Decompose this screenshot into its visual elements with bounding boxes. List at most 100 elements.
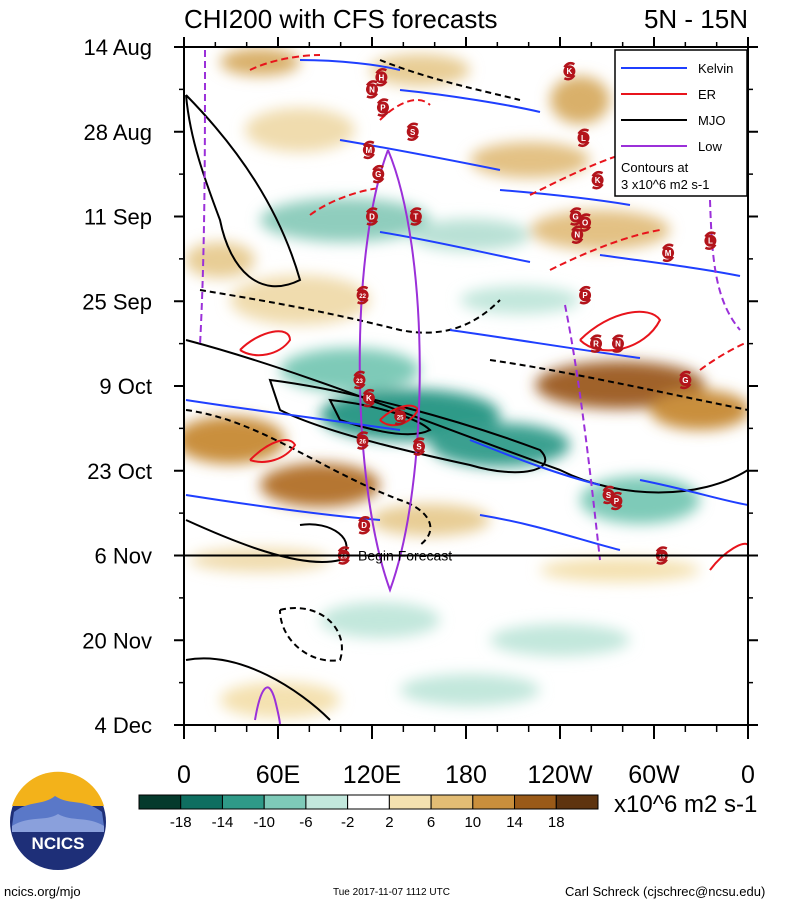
x-axis: 0 60E 120E 180 120W 60W 0: [177, 37, 755, 789]
storm-marker-label: D: [361, 521, 367, 530]
colorbar-tick-label: -14: [212, 814, 234, 831]
storm-marker: T: [409, 207, 422, 226]
colorbar-tick-label: -18: [170, 814, 192, 831]
colorbar-tick-label: -6: [299, 814, 312, 831]
kelvin-contour: [469, 439, 601, 486]
storm-marker-label: P: [380, 104, 386, 113]
y-tick-label: 4 Dec: [95, 713, 152, 738]
er-contour: [579, 310, 662, 352]
x-tick-label: 180: [445, 761, 487, 789]
kelvin-contour: [339, 139, 501, 171]
shade-blob: [260, 463, 380, 507]
kelvin-contour: [599, 254, 741, 277]
shade-blob: [220, 48, 300, 76]
storm-marker: S: [412, 437, 426, 456]
low-contours: [199, 49, 741, 725]
storm-marker: 25: [394, 407, 407, 426]
kelvin-contour: [185, 494, 381, 521]
storm-marker-label: M: [366, 146, 373, 155]
colorbar-swatch: [263, 794, 307, 810]
mjo-contour: [379, 59, 521, 101]
er-contour: [699, 341, 748, 371]
storm-marker-label: S: [606, 491, 612, 500]
mjo-contour: [489, 359, 748, 411]
legend-label: ER: [698, 87, 716, 102]
storm-marker: N: [571, 225, 584, 244]
shade-blob: [245, 108, 355, 152]
legend-label: MJO: [698, 113, 725, 128]
colorbar-swatch: [347, 794, 390, 810]
chart-region: 5N - 15N: [644, 4, 748, 34]
storm-marker-label: M: [665, 249, 672, 258]
shade-blob: [400, 674, 540, 706]
footer-right: Carl Schreck (cjschrec@ncsu.edu): [565, 884, 766, 899]
y-tick-label: 20 Nov: [82, 628, 152, 653]
storm-marker-label: 29: [340, 555, 347, 561]
storm-marker-label: 23: [356, 379, 363, 385]
shade-blob: [460, 286, 580, 314]
shade-blob: [410, 219, 530, 251]
storm-marker-label: N: [574, 231, 580, 240]
colorbar-swatch: [430, 794, 474, 810]
storm-marker: M: [662, 243, 675, 263]
storm-marker-label: S: [416, 443, 422, 452]
storm-marker-label: 22: [359, 294, 366, 300]
storm-marker: M: [362, 140, 375, 160]
mjo-contour: [185, 657, 331, 721]
shade-blob: [320, 602, 440, 638]
x-tick-label: 0: [177, 761, 191, 789]
kelvin-contour: [499, 189, 631, 206]
shade-blob: [184, 416, 285, 464]
legend-label: Low: [698, 139, 722, 154]
legend: Kelvin ER MJO Low Contours at 3 x10^6 m2 s-…: [614, 49, 748, 197]
storm-marker: L: [704, 231, 717, 250]
storm-marker: 22: [356, 285, 369, 305]
y-tick-label: 25 Sep: [82, 289, 152, 314]
er-contour: [709, 542, 748, 571]
colorbar: -18 -14 -10 -6 -2 2 6 10 14 18: [138, 794, 599, 831]
mjo-contour: [185, 519, 348, 563]
storm-marker-label: G: [375, 170, 381, 179]
colorbar-tick-label: 10: [464, 814, 481, 831]
low-contour: [254, 686, 281, 725]
y-tick-label: 6 Nov: [95, 544, 152, 569]
x-tick-label: 0: [741, 761, 755, 789]
shade-blob: [470, 142, 590, 178]
storm-marker: P: [610, 491, 623, 511]
colorbar-swatch: [138, 794, 182, 810]
colorbar-swatch: [472, 794, 516, 810]
storm-marker: P: [376, 98, 390, 117]
storm-marker-label: R: [593, 340, 599, 349]
storm-marker-label: S: [410, 128, 416, 137]
storm-marker: G: [679, 370, 692, 390]
legend-entry: MJO: [621, 113, 725, 128]
er-contour: [309, 187, 381, 216]
shade-blob: [220, 682, 340, 718]
kelvin-contour: [185, 399, 401, 431]
er-contour: [549, 229, 661, 271]
shade-blob: [540, 558, 700, 582]
shade-blob: [550, 76, 610, 124]
er-contour: [249, 439, 297, 463]
storm-marker: D: [365, 207, 379, 226]
storm-marker-label: 26: [359, 439, 366, 445]
logo-text: NCICS: [32, 834, 85, 853]
kelvin-contour: [299, 59, 401, 71]
storm-marker: P: [579, 285, 592, 305]
colorbar-swatch: [180, 794, 223, 810]
footer-left[interactable]: ncics.org/mjo: [4, 884, 81, 899]
colorbar-swatch: [305, 794, 349, 810]
storm-marker: K: [591, 170, 604, 190]
kelvin-contour: [379, 231, 531, 263]
storm-marker-label: 19: [658, 555, 665, 561]
colorbar-tick-label: 18: [548, 814, 565, 831]
storm-marker-label: K: [366, 394, 372, 403]
er-contour: [529, 154, 621, 196]
low-contour: [358, 149, 421, 593]
mjo-contour: [185, 94, 302, 288]
colorbar-swatch: [514, 794, 557, 810]
legend-entry: Low: [621, 139, 722, 154]
y-tick-label: 28 Aug: [83, 120, 152, 145]
x-tick-label: 60W: [628, 761, 680, 789]
